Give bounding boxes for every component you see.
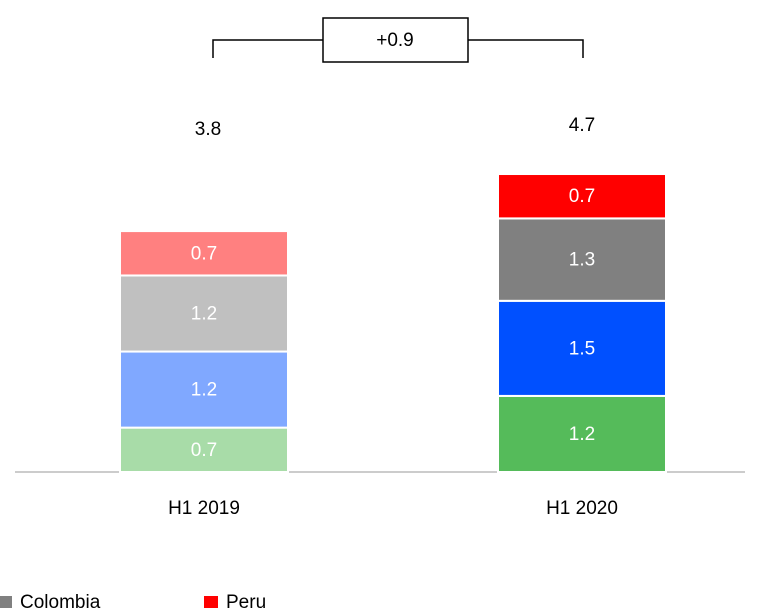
annotation: +0.9 (376, 30, 414, 51)
x-tick-label: H1 2020 (546, 498, 618, 519)
bar-segment (497, 173, 667, 220)
bar-segment (497, 299, 667, 397)
data-label: 0.7 (191, 440, 217, 461)
legend-marker (0, 596, 12, 608)
data-label: 1.5 (569, 338, 595, 359)
bar-segment (119, 350, 289, 429)
data-label: 0.7 (569, 186, 595, 207)
data-label: 1.2 (191, 380, 217, 401)
data-label: 1.2 (191, 304, 217, 325)
legend-label: Peru (226, 592, 266, 613)
x-tick-label: H1 2019 (168, 498, 240, 519)
data-label: 0.7 (191, 243, 217, 264)
bar-segment (119, 230, 289, 277)
legend-marker (204, 596, 218, 608)
bar-segment (497, 217, 667, 302)
total-label: 3.8 (195, 119, 221, 140)
legend-label: Colombia (20, 592, 101, 613)
annotation-box (322, 17, 469, 63)
total-label: 4.7 (569, 115, 595, 136)
bar-segment (497, 394, 667, 474)
data-label: 1.2 (569, 424, 595, 445)
bar-segment (119, 274, 289, 353)
difference-bracket (212, 39, 584, 58)
data-label: 1.3 (569, 250, 595, 271)
